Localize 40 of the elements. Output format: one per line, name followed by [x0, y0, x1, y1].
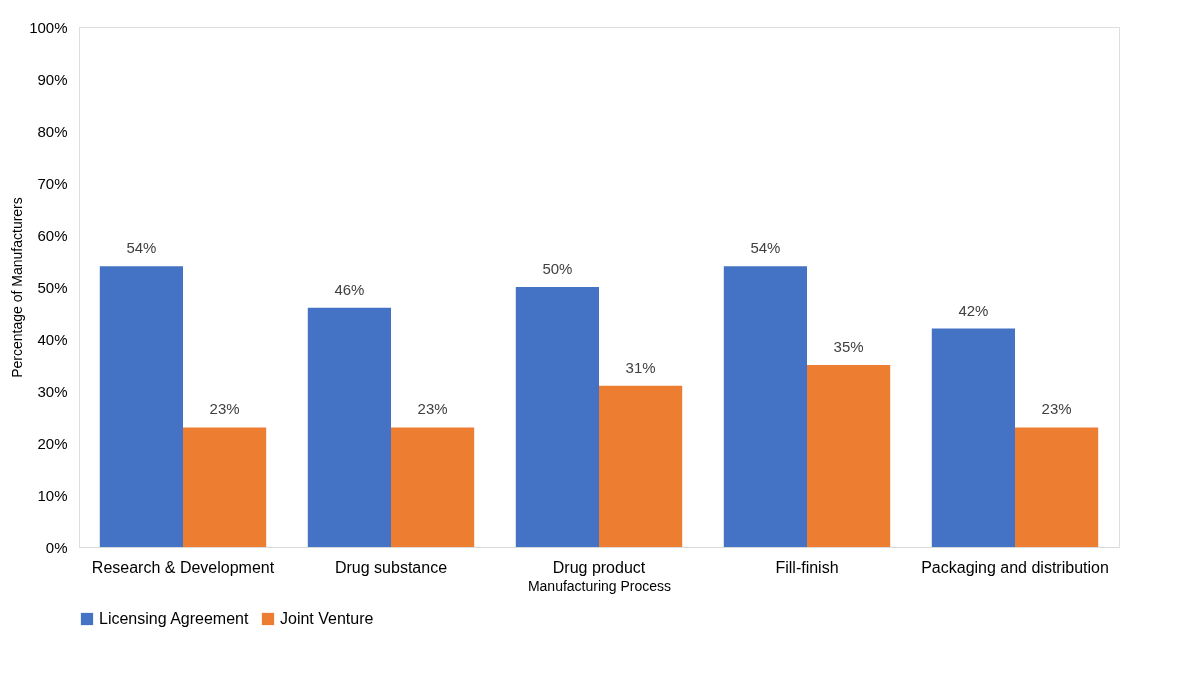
data-label: 42%: [958, 301, 989, 319]
x-tick-label: Drug substance: [334, 558, 448, 576]
y-axis-title: Percentage of Manufacturers: [9, 197, 26, 378]
x-tick-label: Drug product: [552, 558, 646, 576]
bar: [807, 365, 891, 547]
y-tick-label: 40%: [37, 330, 68, 348]
x-axis-title: Manufacturing Process: [527, 577, 672, 594]
bar: [99, 266, 183, 547]
data-label: 23%: [1041, 400, 1072, 418]
data-label: 23%: [209, 400, 240, 418]
bar: [391, 427, 475, 547]
y-tick-label: 30%: [37, 382, 68, 400]
y-tick-label: 10%: [37, 486, 68, 504]
bar: [599, 385, 683, 547]
bar: [931, 328, 1015, 547]
data-label: 46%: [334, 280, 365, 298]
x-tick-label: Research & Development: [91, 558, 275, 576]
x-tick-label: Packaging and distribution: [921, 558, 1109, 576]
data-label: 54%: [126, 239, 157, 257]
bar: [183, 427, 267, 547]
y-tick-label: 20%: [37, 434, 68, 452]
data-label: 50%: [542, 260, 573, 277]
y-tick-label: 70%: [37, 174, 68, 192]
y-tick-label: 60%: [37, 226, 68, 244]
y-tick-label: 50%: [37, 278, 68, 296]
x-tick-label: Fill-finish: [775, 558, 839, 576]
y-tick-label: 100%: [29, 18, 68, 36]
bar: [307, 307, 391, 547]
bar: [1015, 427, 1099, 547]
y-tick-label: 90%: [37, 70, 68, 88]
bar: [723, 266, 807, 547]
legend-label: Joint Venture: [280, 610, 374, 627]
legend-label: Licensing Agreement: [99, 610, 249, 627]
data-label: 35%: [833, 338, 864, 355]
bar: [515, 287, 599, 547]
data-label: 31%: [625, 358, 656, 376]
y-tick-label: 80%: [37, 122, 68, 140]
data-label: 54%: [750, 239, 781, 257]
y-tick-label: 0%: [45, 538, 68, 556]
data-label: 23%: [417, 400, 448, 418]
